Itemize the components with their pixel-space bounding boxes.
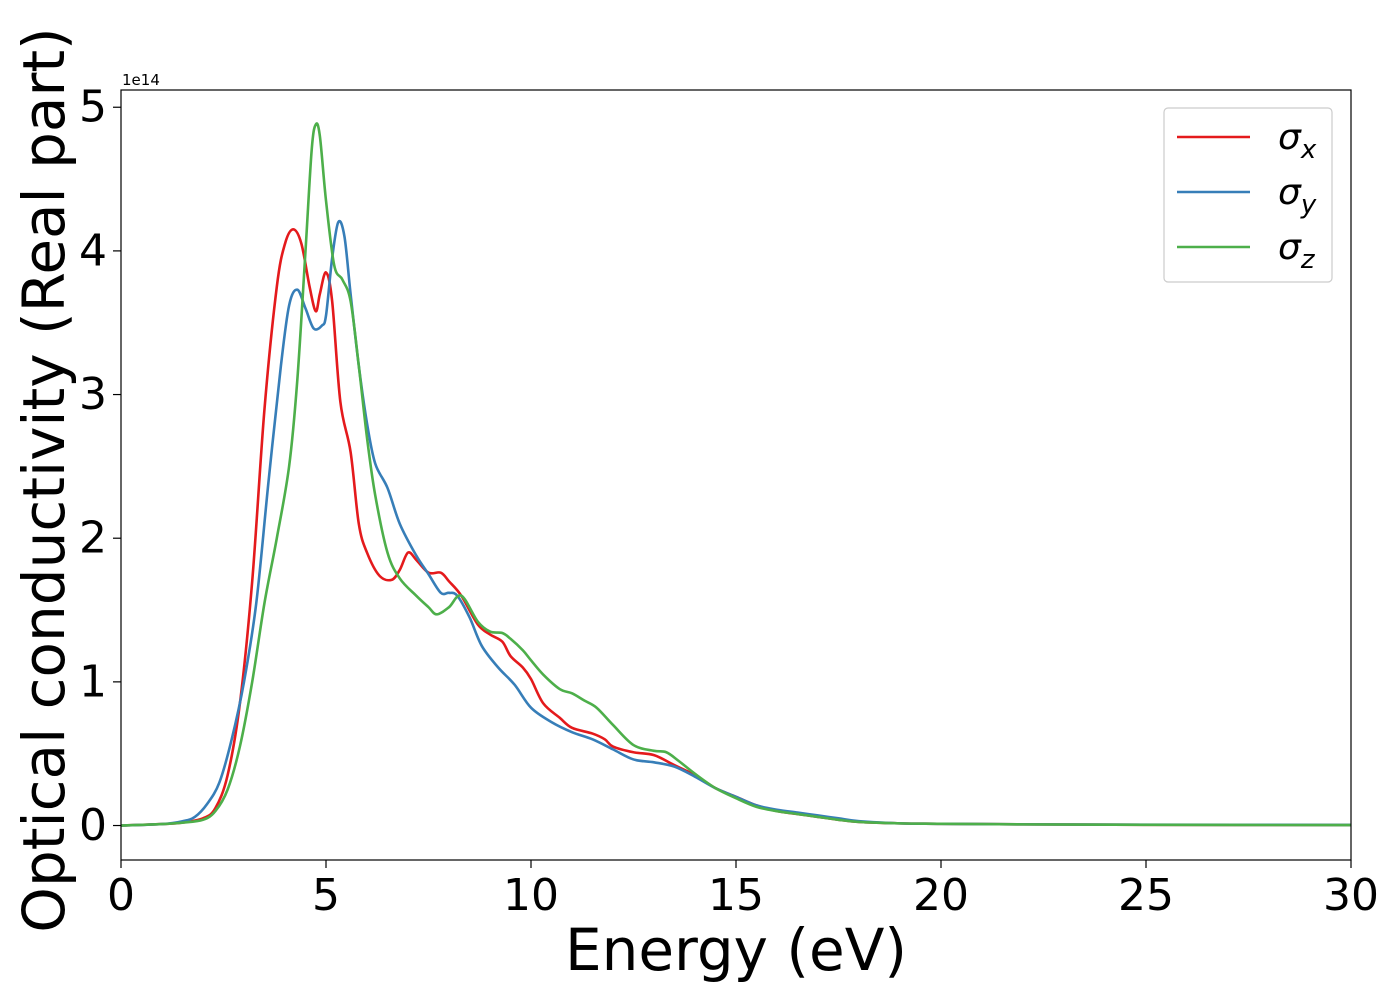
x-tick-label: 15 <box>708 870 764 921</box>
x-tick-label: 20 <box>913 870 969 921</box>
legend-box <box>1163 107 1333 283</box>
series-line-sigma-x <box>121 228 1351 827</box>
legend-label-sigma-x: σx <box>1278 117 1317 165</box>
x-tick-label: 10 <box>503 870 559 921</box>
x-tick-label: 25 <box>1118 870 1174 921</box>
y-tick-label: 1 <box>79 656 107 707</box>
series-layer <box>121 122 1351 827</box>
y-axis-title: Optical conductivity (Real part) <box>10 27 78 932</box>
x-axis-ticks: 0 5 10 15 20 25 30 <box>107 860 1379 921</box>
y-axis-ticks: 0 1 2 3 4 5 <box>79 82 121 851</box>
x-axis-title: Energy (eV) <box>565 916 907 984</box>
x-tick-label: 30 <box>1323 870 1379 921</box>
y-tick-label: 0 <box>79 800 107 851</box>
y-tick-label: 4 <box>79 225 107 276</box>
y-tick-label: 5 <box>79 82 107 133</box>
series-line-sigma-y <box>121 219 1351 827</box>
legend-label-sigma-y: σy <box>1278 172 1317 220</box>
y-tick-label: 2 <box>79 513 107 564</box>
legend-label-sigma-z: σz <box>1278 227 1316 275</box>
y-axis-offset-label: 1e14 <box>122 71 160 89</box>
x-tick-label: 0 <box>107 870 135 921</box>
y-tick-label: 3 <box>79 369 107 420</box>
y-axis-title-group: Optical conductivity (Real part) <box>10 27 78 932</box>
x-tick-label: 5 <box>312 870 340 921</box>
series-line-sigma-z <box>121 122 1351 827</box>
legend: σx σy σz <box>1163 107 1333 283</box>
